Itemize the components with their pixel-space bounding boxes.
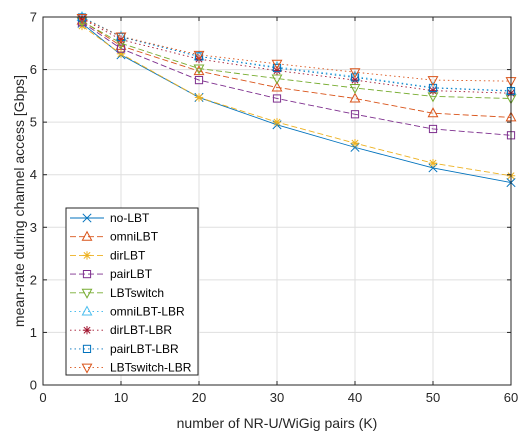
legend-item: dirLBT (70, 248, 146, 262)
data-point (350, 110, 360, 119)
tick-labels: 0 10 20 30 40 50 60 0 1 2 3 4 5 6 7 (30, 10, 518, 406)
y-tick-label: 6 (30, 62, 37, 77)
x-tick-label: 60 (504, 390, 518, 405)
y-tick-label: 0 (30, 378, 37, 393)
legend-item: omniLBT-LBR (70, 305, 185, 319)
x-tick-label: 10 (114, 390, 128, 405)
legend-item: LBTswitch-LBR (70, 361, 192, 375)
data-point (427, 76, 439, 87)
x-tick-label: 30 (270, 390, 284, 405)
data-point (193, 65, 205, 76)
legend-marker (82, 213, 92, 223)
data-point (116, 49, 126, 58)
legend-marker (81, 363, 93, 374)
data-point (193, 50, 205, 61)
data-point (76, 14, 88, 25)
data-point (350, 142, 360, 152)
x-tick-label: 0 (39, 390, 46, 405)
axes (42, 16, 512, 386)
legend-label: omniLBT-LBR (110, 305, 185, 319)
data-point (116, 44, 126, 53)
x-axis-label: number of NR-U/WiGig pairs (K) (177, 415, 378, 431)
data-point (193, 64, 205, 75)
legend-item: no-LBT (70, 211, 150, 225)
data-point (428, 158, 438, 168)
data-point (271, 74, 283, 85)
data-point (272, 94, 282, 103)
data-point (427, 107, 439, 118)
data-point (349, 68, 361, 79)
data-point (271, 59, 283, 70)
data-point (272, 63, 282, 73)
legend-label: pairLBT (110, 267, 153, 281)
series-line (81, 20, 512, 118)
legend-marker (82, 251, 92, 260)
legend-marker (81, 305, 93, 316)
y-tick-label: 5 (30, 115, 37, 130)
legend-label: omniLBT (110, 230, 159, 244)
legend-item: pairLBT (70, 267, 153, 281)
data-point (271, 81, 283, 92)
data-point (349, 83, 361, 95)
data-point (194, 75, 204, 85)
legend-marker (82, 270, 92, 279)
legend: no-LBT omniLBT dirLBT pairLBT LBTswitch omniL… (65, 207, 199, 376)
data-point (428, 86, 438, 95)
legend-item: omniLBT (70, 230, 159, 244)
legend-box (65, 207, 199, 376)
legend-marker (81, 230, 93, 241)
legend-label: dirLBT (110, 248, 146, 262)
legend-item: LBTswitch (70, 286, 164, 300)
legend-label: LBTswitch-LBR (110, 361, 192, 375)
y-tick-label: 3 (30, 220, 37, 235)
legend-label: pairLBT-LBR (110, 342, 179, 356)
data-point (115, 32, 127, 43)
x-tick-label: 50 (426, 390, 440, 405)
data-point (428, 163, 438, 173)
data-point (350, 73, 360, 82)
data-point (428, 124, 438, 134)
series-line (81, 20, 512, 99)
y-tick-label: 1 (30, 325, 37, 340)
legend-item: dirLBT-LBR (70, 323, 172, 337)
y-tick-label: 4 (30, 167, 37, 182)
data-point (349, 92, 361, 103)
data-point (350, 138, 360, 148)
data-point (272, 117, 282, 127)
data-point (77, 13, 87, 22)
legend-label: dirLBT-LBR (110, 323, 172, 337)
x-tick-label: 40 (348, 390, 362, 405)
legend-label: LBTswitch (110, 286, 164, 300)
legend-marker (82, 326, 92, 335)
legend-item: pairLBT-LBR (70, 342, 179, 356)
y-tick-label: 2 (30, 272, 37, 287)
legend-marker (82, 344, 92, 353)
y-tick-label: 7 (30, 10, 37, 25)
legend-label: no-LBT (110, 211, 150, 225)
x-tick-label: 20 (192, 390, 206, 405)
data-point (194, 93, 204, 102)
y-axis-label: mean-rate during channel access [Gbps] (11, 75, 27, 327)
legend-marker (81, 288, 93, 299)
